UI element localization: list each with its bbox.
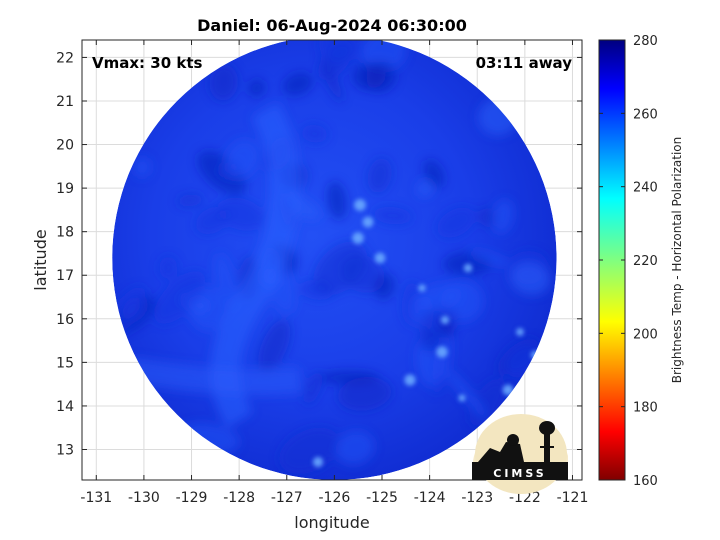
texture-blob <box>423 159 445 188</box>
x-tick-label: -127 <box>271 490 303 506</box>
texture-blob <box>247 79 266 97</box>
y-tick-label: 13 <box>56 443 74 459</box>
x-tick-label: -125 <box>366 490 398 506</box>
colorbar-tick-label: 180 <box>633 401 658 416</box>
texture-blob <box>209 64 239 101</box>
swath-layer <box>112 40 557 480</box>
speckle <box>418 284 426 292</box>
texture-blob <box>419 329 443 352</box>
speckle <box>404 374 416 386</box>
colorbar-label: Brightness Temp - Horizontal Polarizatio… <box>670 137 684 384</box>
y-axis-ticks: 13 14 15 16 17 18 19 20 21 22 <box>56 50 582 459</box>
texture-blob <box>154 271 205 324</box>
chart-title: Daniel: 06-Aug-2024 06:30:00 <box>197 16 467 35</box>
y-tick-label: 16 <box>56 312 74 328</box>
y-axis-label: latitude <box>31 229 50 290</box>
texture-blob <box>303 371 323 405</box>
x-tick-label: -131 <box>80 490 112 506</box>
speckle <box>516 328 524 336</box>
texture-blob <box>492 199 514 234</box>
texture-blob <box>301 124 328 143</box>
y-tick-label: 14 <box>56 399 74 415</box>
colorbar-tick-label: 200 <box>633 327 658 342</box>
colorbar-tick-label: 240 <box>633 181 658 196</box>
cimss-logo: CIMSS <box>472 414 568 494</box>
speckle <box>458 394 466 402</box>
x-tick-label: -126 <box>318 490 350 506</box>
x-tick-label: -130 <box>128 490 160 506</box>
texture-blob <box>279 427 340 474</box>
speckle <box>374 252 386 264</box>
texture-blob <box>122 296 146 321</box>
colorbar-tick-label: 260 <box>633 107 658 122</box>
texture-blob <box>257 319 291 373</box>
texture-blob <box>224 139 260 179</box>
texture-blob <box>177 194 204 207</box>
colorbar-tick-label: 280 <box>633 34 658 49</box>
texture-blob <box>510 261 551 295</box>
texture-blob <box>417 180 434 197</box>
speckle <box>502 384 514 396</box>
texture-blob <box>437 207 475 238</box>
x-tick-label: -128 <box>223 490 255 506</box>
texture-blob <box>374 273 396 300</box>
texture-blob <box>319 40 361 64</box>
y-tick-label: 19 <box>56 181 74 197</box>
texture-blob <box>319 370 380 385</box>
texture-blob <box>214 252 237 312</box>
y-tick-label: 15 <box>56 355 74 371</box>
texture-blob <box>367 158 392 194</box>
texture-blob <box>217 197 265 231</box>
texture-blob <box>282 72 313 96</box>
texture-blob <box>437 318 455 338</box>
speckle <box>440 315 450 325</box>
texture-blob <box>133 157 151 178</box>
speckle <box>362 216 374 228</box>
y-tick-label: 17 <box>56 268 74 284</box>
y-tick-label: 20 <box>56 138 74 154</box>
swath-texture <box>112 40 551 474</box>
colorbar-tick-label: 160 <box>633 474 658 489</box>
speckle <box>436 346 448 358</box>
x-tick-label: -129 <box>176 490 208 506</box>
y-tick-label: 21 <box>56 94 74 110</box>
texture-blob <box>159 256 178 280</box>
texture-blob <box>418 283 462 311</box>
x-tick-label: -121 <box>557 490 589 506</box>
y-tick-label: 18 <box>56 225 74 241</box>
texture-blob <box>445 369 488 419</box>
axes-box <box>81 39 583 481</box>
speckle <box>352 232 364 244</box>
texture-blob <box>373 206 412 225</box>
vmax-annotation: Vmax: 30 kts <box>92 54 202 72</box>
texture-blob <box>337 376 392 411</box>
x-axis-label: longitude <box>294 513 369 532</box>
texture-blob <box>469 249 510 266</box>
x-tick-label: -124 <box>414 490 446 506</box>
colorbar <box>598 39 626 481</box>
texture-blob <box>335 430 375 465</box>
colorbar-tick-label: 220 <box>633 254 658 269</box>
rainband <box>127 357 302 395</box>
texture-blob <box>313 241 368 296</box>
texture-blob <box>327 181 347 220</box>
x-axis-ticks: -131 -130 -129 -128 -127 -126 -125 -124 -123 -122… <box>80 40 588 506</box>
x-tick-label: -123 <box>461 490 493 506</box>
x-tick-label: -122 <box>509 490 541 506</box>
y-tick-label: 22 <box>56 50 74 66</box>
time-away-annotation: 03:11 away <box>476 54 573 72</box>
logo-text: CIMSS <box>493 467 546 480</box>
colorbar-ticks: 160 180 200 220 240 260 280 <box>599 34 658 489</box>
speckle <box>354 199 366 211</box>
speckle <box>312 456 324 468</box>
speckle <box>463 263 473 273</box>
texture-blob <box>352 62 386 90</box>
